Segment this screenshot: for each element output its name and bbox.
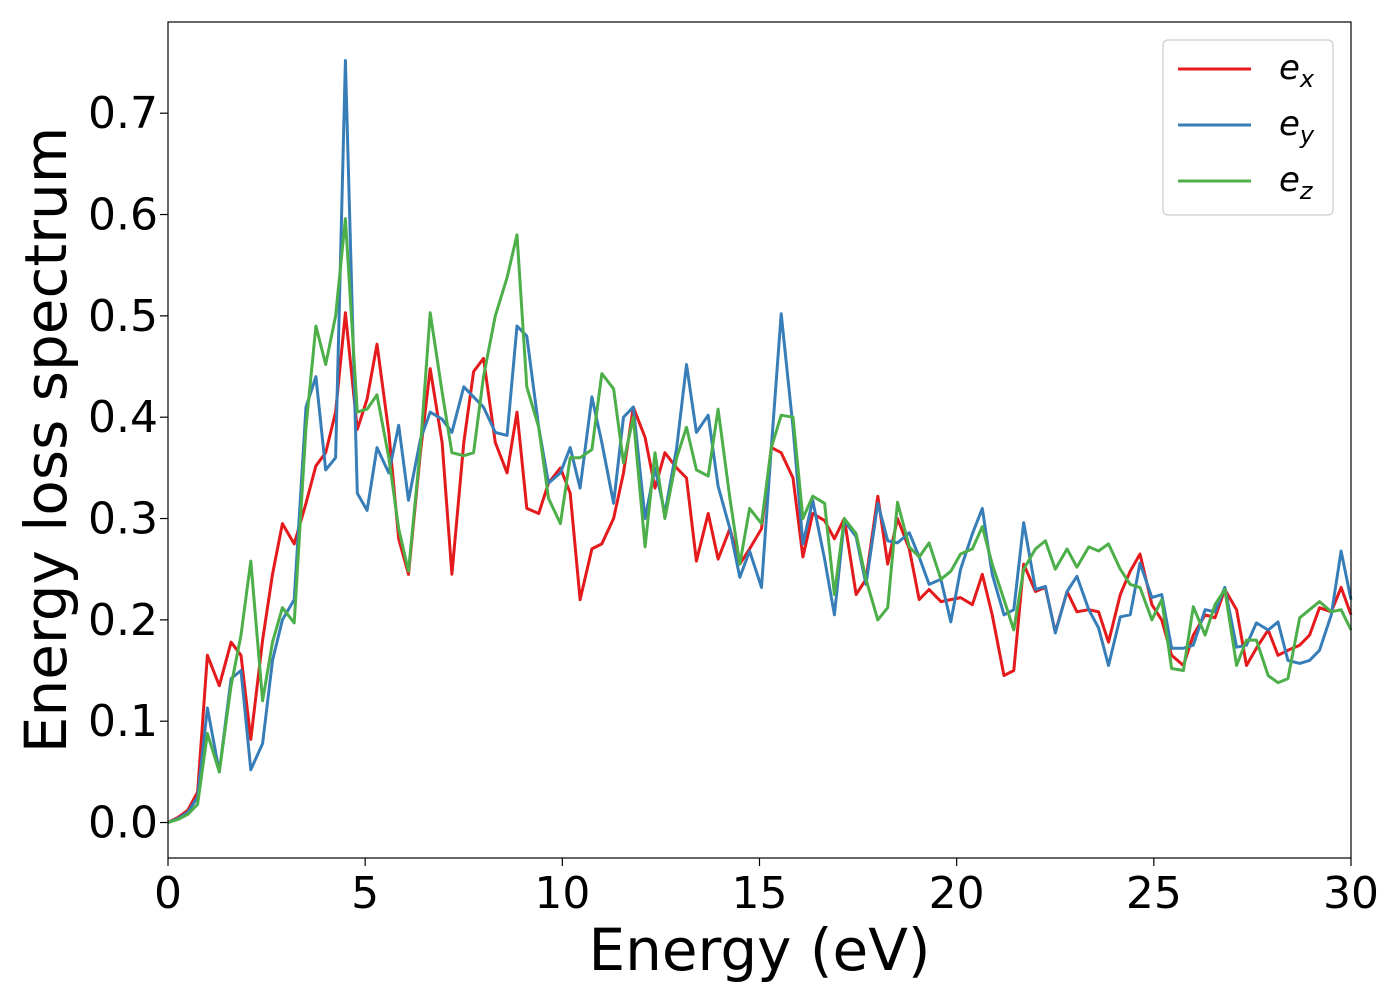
x-tick-label: 10 bbox=[534, 868, 590, 919]
legend-label-base: e bbox=[1279, 160, 1300, 200]
legend-label: ez bbox=[1279, 160, 1314, 205]
legend-label-base: e bbox=[1279, 104, 1300, 144]
y-tick-label: 0.5 bbox=[88, 291, 158, 342]
y-tick-label: 0.0 bbox=[88, 798, 158, 849]
legend-label-base: e bbox=[1279, 48, 1300, 88]
series-line-e-z bbox=[167, 217, 1353, 824]
x-tick-label: 30 bbox=[1323, 868, 1379, 919]
x-tick-label: 20 bbox=[929, 868, 985, 919]
legend-label-subscript: y bbox=[1299, 121, 1315, 149]
y-tick-label: 0.7 bbox=[88, 88, 158, 139]
plot-lines bbox=[167, 59, 1353, 824]
legend-label-subscript: z bbox=[1299, 177, 1314, 205]
x-tick-label: 15 bbox=[732, 868, 788, 919]
y-axis-title: Energy loss spectrum bbox=[12, 127, 80, 753]
series-line-e-y bbox=[167, 59, 1353, 824]
y-tick-label: 0.3 bbox=[88, 494, 158, 545]
legend-box bbox=[1162, 39, 1334, 216]
x-axis-ticks: 0 5 10 15 20 25 30 bbox=[154, 858, 1379, 919]
x-tick-label: 0 bbox=[154, 868, 182, 919]
y-tick-label: 0.1 bbox=[88, 696, 158, 747]
series-line-e-x bbox=[167, 311, 1353, 824]
x-axis-title: Energy (eV) bbox=[588, 916, 930, 984]
legend-label: ey bbox=[1279, 104, 1315, 149]
legend-label-subscript: x bbox=[1299, 65, 1315, 93]
x-tick-label: 5 bbox=[351, 868, 379, 919]
y-tick-label: 0.2 bbox=[88, 595, 158, 646]
x-tick-label: 25 bbox=[1126, 868, 1182, 919]
y-axis-ticks: 0.0 0.1 0.2 0.3 0.4 0.5 0.6 0.7 bbox=[88, 88, 168, 849]
y-tick-label: 0.4 bbox=[88, 392, 158, 443]
legend-label: ex bbox=[1279, 48, 1315, 93]
y-tick-label: 0.6 bbox=[88, 190, 158, 241]
